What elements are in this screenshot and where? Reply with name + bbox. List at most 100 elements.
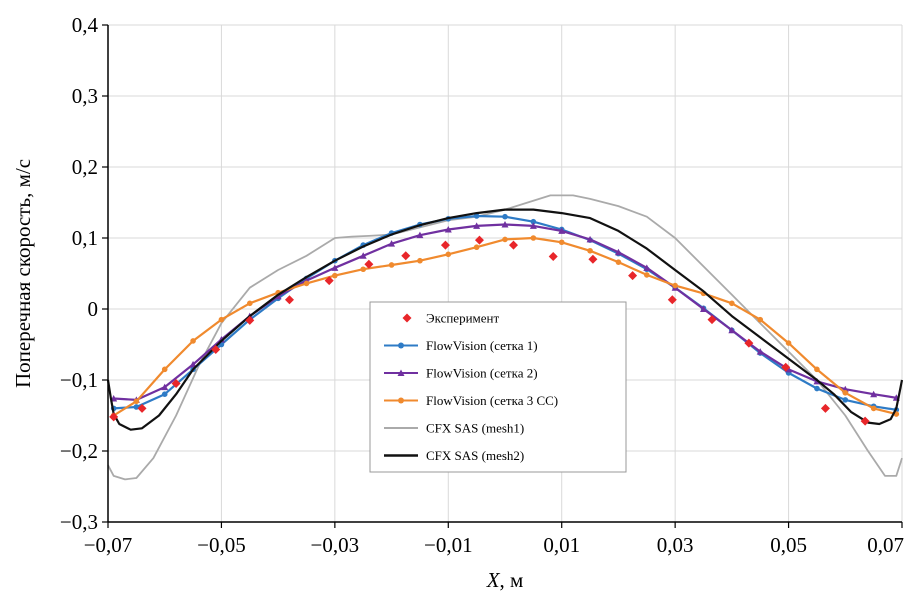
data-point	[189, 360, 197, 368]
data-point	[628, 271, 638, 281]
legend-label: FlowVision (сетка 1)	[426, 338, 538, 353]
data-point	[161, 366, 168, 373]
legend-label: Эксперимент	[426, 311, 499, 326]
x-tick-label: −0,05	[197, 533, 246, 557]
legend-marker	[402, 313, 412, 323]
series-0	[109, 235, 870, 426]
y-tick-label: 0,4	[72, 13, 99, 37]
x-tick-label: 0,03	[657, 533, 694, 557]
x-axis-variable: X	[486, 568, 501, 591]
data-point	[842, 389, 849, 396]
data-point	[756, 348, 764, 355]
x-tick-label: 0,07	[867, 533, 904, 557]
data-point	[558, 239, 565, 246]
data-point	[757, 316, 764, 323]
data-point	[502, 236, 508, 243]
grid	[108, 24, 903, 522]
y-tick-label: 0,2	[72, 155, 98, 179]
series-line	[106, 208, 904, 431]
data-point	[190, 338, 196, 344]
data-point	[781, 362, 791, 372]
data-point	[614, 248, 622, 256]
legend-item: FlowVision (сетка 3 СС)	[384, 393, 558, 408]
legend-label: CFX SAS (mesh2)	[426, 448, 524, 463]
data-point	[445, 251, 452, 258]
x-axis-unit: , м	[500, 568, 524, 591]
data-point	[324, 276, 334, 286]
data-point	[548, 251, 558, 261]
data-point	[161, 391, 168, 398]
data-point	[331, 264, 339, 271]
data-point	[502, 213, 508, 220]
data-point	[109, 412, 119, 422]
data-point	[332, 272, 338, 279]
data-point	[360, 266, 367, 273]
y-tick-label: 0	[88, 297, 99, 321]
data-point	[171, 379, 181, 389]
series-line	[107, 194, 903, 481]
data-point	[672, 282, 678, 289]
data-point	[586, 235, 594, 243]
data-point	[218, 316, 225, 323]
data-point	[303, 280, 310, 287]
data-point	[643, 272, 650, 278]
data-point	[860, 416, 870, 426]
data-point	[529, 222, 537, 229]
data-point	[700, 305, 707, 312]
data-point	[416, 231, 424, 239]
x-axis-title: X, м	[486, 568, 524, 591]
legend-marker	[398, 397, 404, 404]
axes	[102, 24, 903, 528]
data-point	[870, 405, 877, 412]
x-tick-label: 0,05	[770, 533, 807, 557]
data-point	[440, 240, 450, 250]
data-point	[388, 240, 396, 247]
data-point	[785, 340, 792, 346]
legend-marker	[398, 342, 404, 349]
data-point	[558, 227, 566, 234]
x-tick-label: −0,03	[311, 533, 360, 557]
data-point	[217, 336, 225, 343]
data-point	[245, 315, 255, 325]
data-point	[530, 235, 537, 241]
data-point	[388, 262, 395, 268]
data-point	[707, 315, 717, 325]
data-point	[501, 221, 509, 228]
data-point	[744, 338, 754, 348]
series-layer	[106, 194, 904, 481]
legend-label: FlowVision (сетка 3 СС)	[426, 393, 558, 408]
data-point	[509, 240, 519, 250]
data-point	[814, 385, 820, 392]
data-point	[785, 365, 793, 373]
data-point	[359, 252, 367, 259]
data-point	[444, 225, 452, 233]
legend-marker	[397, 369, 405, 376]
data-point	[842, 397, 849, 403]
data-point	[530, 218, 537, 225]
data-point	[729, 300, 735, 307]
data-point	[870, 390, 878, 398]
y-tick-label: 0,3	[72, 84, 98, 108]
legend-item: CFX SAS (mesh2)	[384, 448, 524, 463]
data-point	[211, 344, 221, 354]
legend-item: Эксперимент	[402, 311, 499, 326]
data-point	[284, 295, 294, 305]
data-point	[161, 383, 169, 391]
x-tick-label: −0,07	[84, 533, 133, 557]
data-point	[814, 366, 820, 373]
x-tick-label: 0,01	[543, 533, 580, 557]
data-point	[417, 257, 423, 264]
data-point	[473, 222, 481, 229]
legend-item: CFX SAS (mesh1)	[384, 421, 524, 436]
legend: Эксперимент FlowVision (сетка 1) FlowVisio…	[369, 301, 627, 473]
data-point	[820, 403, 830, 413]
y-tick-label: −0,2	[60, 439, 98, 463]
data-point	[728, 326, 736, 334]
data-point	[474, 235, 484, 245]
series-5	[106, 208, 904, 431]
legend-item: FlowVision (сетка 2)	[384, 366, 538, 381]
data-point	[137, 403, 147, 413]
y-tick-label: −0,3	[60, 510, 98, 534]
legend-item: FlowVision (сетка 1)	[384, 338, 538, 353]
